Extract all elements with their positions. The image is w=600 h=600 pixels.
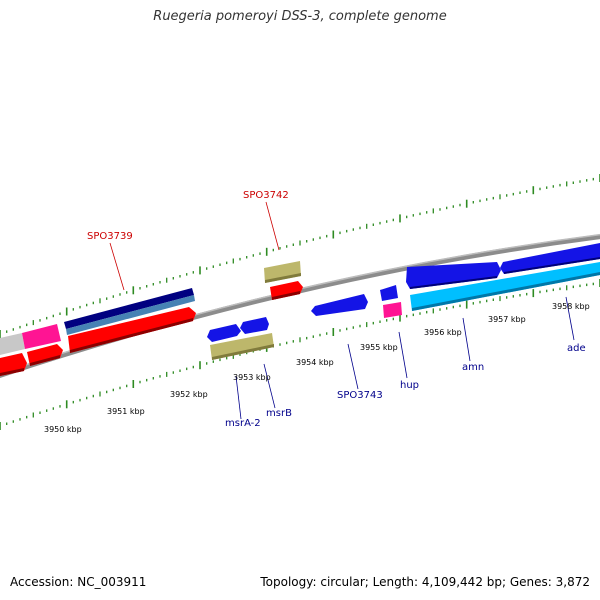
- scale-label: 3956 kbp: [424, 328, 462, 337]
- feature-left-red-2: [27, 344, 63, 366]
- map-title: Ruegeria pomeroyi DSS-3, complete genome: [153, 9, 447, 24]
- feature-msrA2-blue: [207, 324, 241, 342]
- leader-amn: [462, 317, 471, 362]
- feature-magenta-small: [383, 302, 402, 318]
- leader-msra2: [235, 375, 242, 420]
- gene-label-spo3743: SPO3743: [337, 390, 383, 401]
- scale-label: 3952 kbp: [170, 390, 208, 399]
- gene-label-msrb: msrB: [266, 408, 292, 419]
- scale-label: 3953 kbp: [233, 373, 271, 382]
- gene-label-amn: amn: [462, 362, 484, 373]
- feature-hup-blue: [380, 285, 398, 301]
- feature-forward-blue-2: [500, 243, 600, 274]
- leader-spo3743: [347, 343, 359, 390]
- feature-forward-blue-1: [406, 262, 501, 289]
- feature-left-magenta: [22, 324, 61, 349]
- leader-hup: [398, 331, 408, 379]
- genome-backbone: [0, 234, 600, 378]
- accession-text: Accession: NC_003911: [10, 575, 147, 589]
- feature-left-grey: [0, 333, 25, 355]
- scale-label: 3954 kbp: [296, 358, 334, 367]
- gene-label-spo3742: SPO3742: [243, 190, 289, 201]
- feature-olive-bottom: [210, 333, 274, 360]
- feature-red-under-olive: [270, 281, 303, 300]
- inner-scale-ticks: [0, 279, 600, 430]
- gene-label-ade: ade: [567, 343, 586, 354]
- feature-olive-top: [264, 261, 301, 283]
- feature-forward-cyan: [410, 262, 600, 311]
- scale-label: 3950 kbp: [44, 425, 82, 434]
- leader-ade: [565, 296, 575, 341]
- outer-scale-ticks: [0, 174, 600, 338]
- feature-ribbon-steelblue: [66, 295, 195, 335]
- feature-msrB-blue: [240, 317, 269, 334]
- backbone-highlight: [0, 233, 600, 375]
- scale-label: 3957 kbp: [488, 315, 526, 324]
- gene-label-msra2: msrA-2: [225, 418, 261, 429]
- feature-left-red-1: [0, 353, 27, 376]
- leader-spo3742: [265, 201, 280, 251]
- scale-label: 3958 kbp: [552, 302, 590, 311]
- scale-label: 3951 kbp: [107, 407, 145, 416]
- topology-text: Topology: circular; Length: 4,109,442 bp…: [260, 575, 590, 589]
- gene-label-hup: hup: [400, 380, 419, 391]
- leader-spo3739: [109, 242, 125, 291]
- feature-long-red: [68, 307, 196, 353]
- leader-msrb: [263, 363, 276, 409]
- scale-label: 3955 kbp: [360, 343, 398, 352]
- feature-spo3743-blue: [311, 294, 368, 316]
- feature-ribbon-navy: [64, 288, 194, 329]
- gene-label-spo3739: SPO3739: [87, 231, 133, 242]
